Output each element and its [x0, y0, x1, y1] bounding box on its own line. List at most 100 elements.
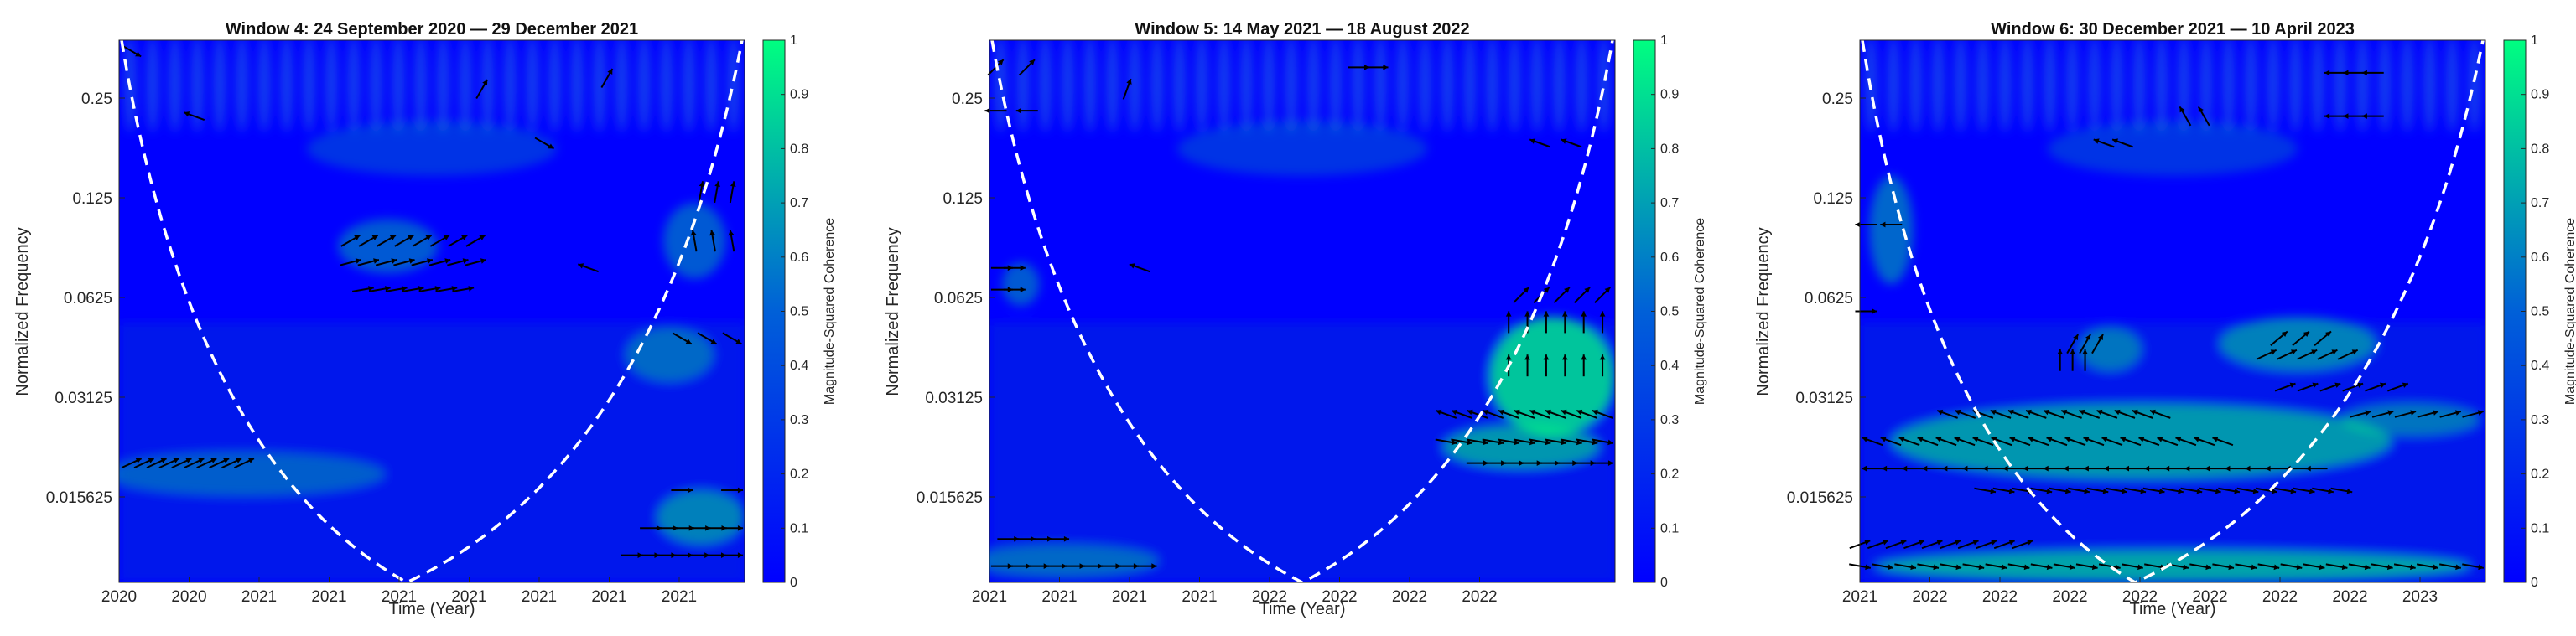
x-tick-label: 2021: [1041, 588, 1077, 606]
x-tick-label: 2022: [1462, 588, 1497, 606]
y-tick-label: 0.015625: [1787, 489, 1853, 507]
cone-of-influence: [120, 39, 744, 584]
phase-arrow: [2132, 409, 2153, 419]
phase-arrow: [2121, 563, 2143, 571]
phase-arrow: [1466, 438, 1488, 446]
phase-arrow: [2105, 487, 2127, 494]
phase-arrow: [1514, 409, 1535, 419]
phase-arrow: [2009, 437, 2031, 447]
phase-arrow: [2142, 487, 2165, 494]
phase-arrow: [671, 487, 693, 494]
phase-arrow: [2111, 138, 2133, 148]
phase-arrow: [2057, 349, 2064, 371]
phase-arrow: [358, 235, 379, 247]
phase-arrow: [2083, 437, 2105, 447]
phase-arrow: [2371, 410, 2394, 418]
phase-arrow: [697, 332, 717, 345]
phase-arrow: [709, 230, 716, 252]
x-axis-label: Time (Year): [2130, 600, 2216, 618]
phase-arrow: [1513, 438, 1535, 446]
phase-arrow: [1553, 287, 1571, 303]
phase-arrow: [1592, 438, 1614, 446]
phase-arrow: [2053, 563, 2075, 571]
phase-arrow: [2007, 563, 2030, 571]
phase-arrow: [1573, 287, 1591, 303]
phase-arrow: [428, 258, 451, 266]
phase-arrow: [1599, 311, 1606, 334]
colorbar-tick-label: 0.2: [1660, 468, 1679, 482]
phase-arrow: [728, 230, 735, 252]
phase-arrow: [2138, 437, 2160, 447]
phase-arrow: [2312, 487, 2334, 494]
phase-arrow: [1366, 64, 1389, 70]
chart-title: Window 5: 14 May 2021 — 18 August 2022: [1135, 20, 1469, 39]
phase-arrow: [2043, 409, 2064, 419]
phase-arrow: [2270, 330, 2288, 346]
phase-arrow: [452, 286, 475, 292]
phase-arrow: [1921, 540, 1943, 550]
phase-arrow: [2098, 563, 2121, 571]
phase-arrow: [2349, 410, 2371, 418]
y-tick-label: 0.015625: [46, 489, 112, 507]
colorbar-tick-label: 0.4: [2531, 359, 2549, 373]
phase-arrow: [1543, 354, 1550, 377]
x-tick-label: 2021: [662, 588, 697, 606]
phase-arrow: [2025, 409, 2047, 419]
phase-arrow: [2068, 487, 2090, 494]
phase-arrow: [1962, 465, 1985, 472]
phase-arrow: [1513, 287, 1530, 303]
phase-arrow: [2212, 563, 2235, 571]
colorbar-tick-label: 0.8: [1660, 142, 1679, 156]
phase-arrow: [184, 458, 205, 469]
phase-arrow: [1592, 460, 1614, 467]
phase-arrow: [357, 258, 380, 266]
phase-arrow: [1561, 138, 1582, 148]
y-tick-label: 0.0625: [64, 290, 112, 308]
colorbar-tick-label: 0.8: [2531, 142, 2549, 156]
phase-arrow: [698, 181, 705, 204]
colorbar-label: Magnitude-Squared Coherence: [2563, 218, 2576, 405]
colorbar-tick-label: 1: [1660, 34, 1668, 48]
phase-arrow: [2417, 410, 2439, 418]
phase-arrow: [233, 458, 255, 469]
phase-arrow: [394, 235, 414, 247]
colorbar-tick-labels: 0 0.1 0.2 0.3 0.4 0.5 0.6 0.7 0.8 0.9 1: [2521, 34, 2549, 590]
phase-arrow: [2257, 563, 2280, 571]
phase-arrow: [1599, 354, 1606, 377]
phase-arrow: [475, 79, 489, 99]
phase-arrow: [729, 181, 736, 204]
phase-arrow: [2164, 465, 2187, 472]
phase-arrow: [1940, 540, 1961, 550]
x-tick-label: 2021: [1842, 588, 1877, 606]
phase-arrow: [2324, 113, 2346, 119]
phase-arrow: [577, 263, 600, 273]
phase-arrow: [1881, 465, 1903, 472]
phase-arrow: [1560, 438, 1582, 446]
phase-arrow: [2265, 465, 2288, 472]
phase-arrow: [1972, 437, 1994, 447]
phase-arrow: [2030, 487, 2053, 494]
phase-arrow: [2303, 563, 2325, 571]
phase-arrow: [2007, 409, 2029, 419]
phase-arrow: [2157, 437, 2179, 447]
x-tick-labels: 2021 2022 2022 2022 2022 2022 2022 2022 2023: [1842, 577, 2438, 606]
colorbar-tick-label: 0.3: [2531, 413, 2549, 427]
colorbar-tick-label: 0.1: [790, 521, 808, 535]
x-tick-label: 2022: [1982, 588, 2018, 606]
colorbar-tick-label: 0.6: [790, 251, 808, 265]
phase-arrow: [1003, 287, 1026, 292]
colorbar-tick-label: 1: [790, 34, 797, 48]
colorbar-tick-label: 0.6: [2531, 251, 2549, 265]
phase-arrow: [1922, 465, 1945, 472]
phase-arrow: [1880, 221, 1903, 228]
phase-arrow: [690, 230, 698, 252]
x-tick-label: 2021: [382, 588, 417, 606]
colorbar-tick-label: 0.3: [790, 413, 808, 427]
y-tick-label: 0.25: [1822, 90, 1853, 108]
y-axis-label: Normalized Frequency: [13, 227, 32, 396]
phase-arrow: [2293, 487, 2315, 494]
phase-arrow: [376, 235, 397, 247]
phase-arrow: [2235, 563, 2257, 571]
colorbar-tick-labels: 0 0.1 0.2 0.3 0.4 0.5 0.6 0.7 0.8 0.9 1: [781, 34, 808, 590]
phase-arrow: [411, 258, 434, 266]
